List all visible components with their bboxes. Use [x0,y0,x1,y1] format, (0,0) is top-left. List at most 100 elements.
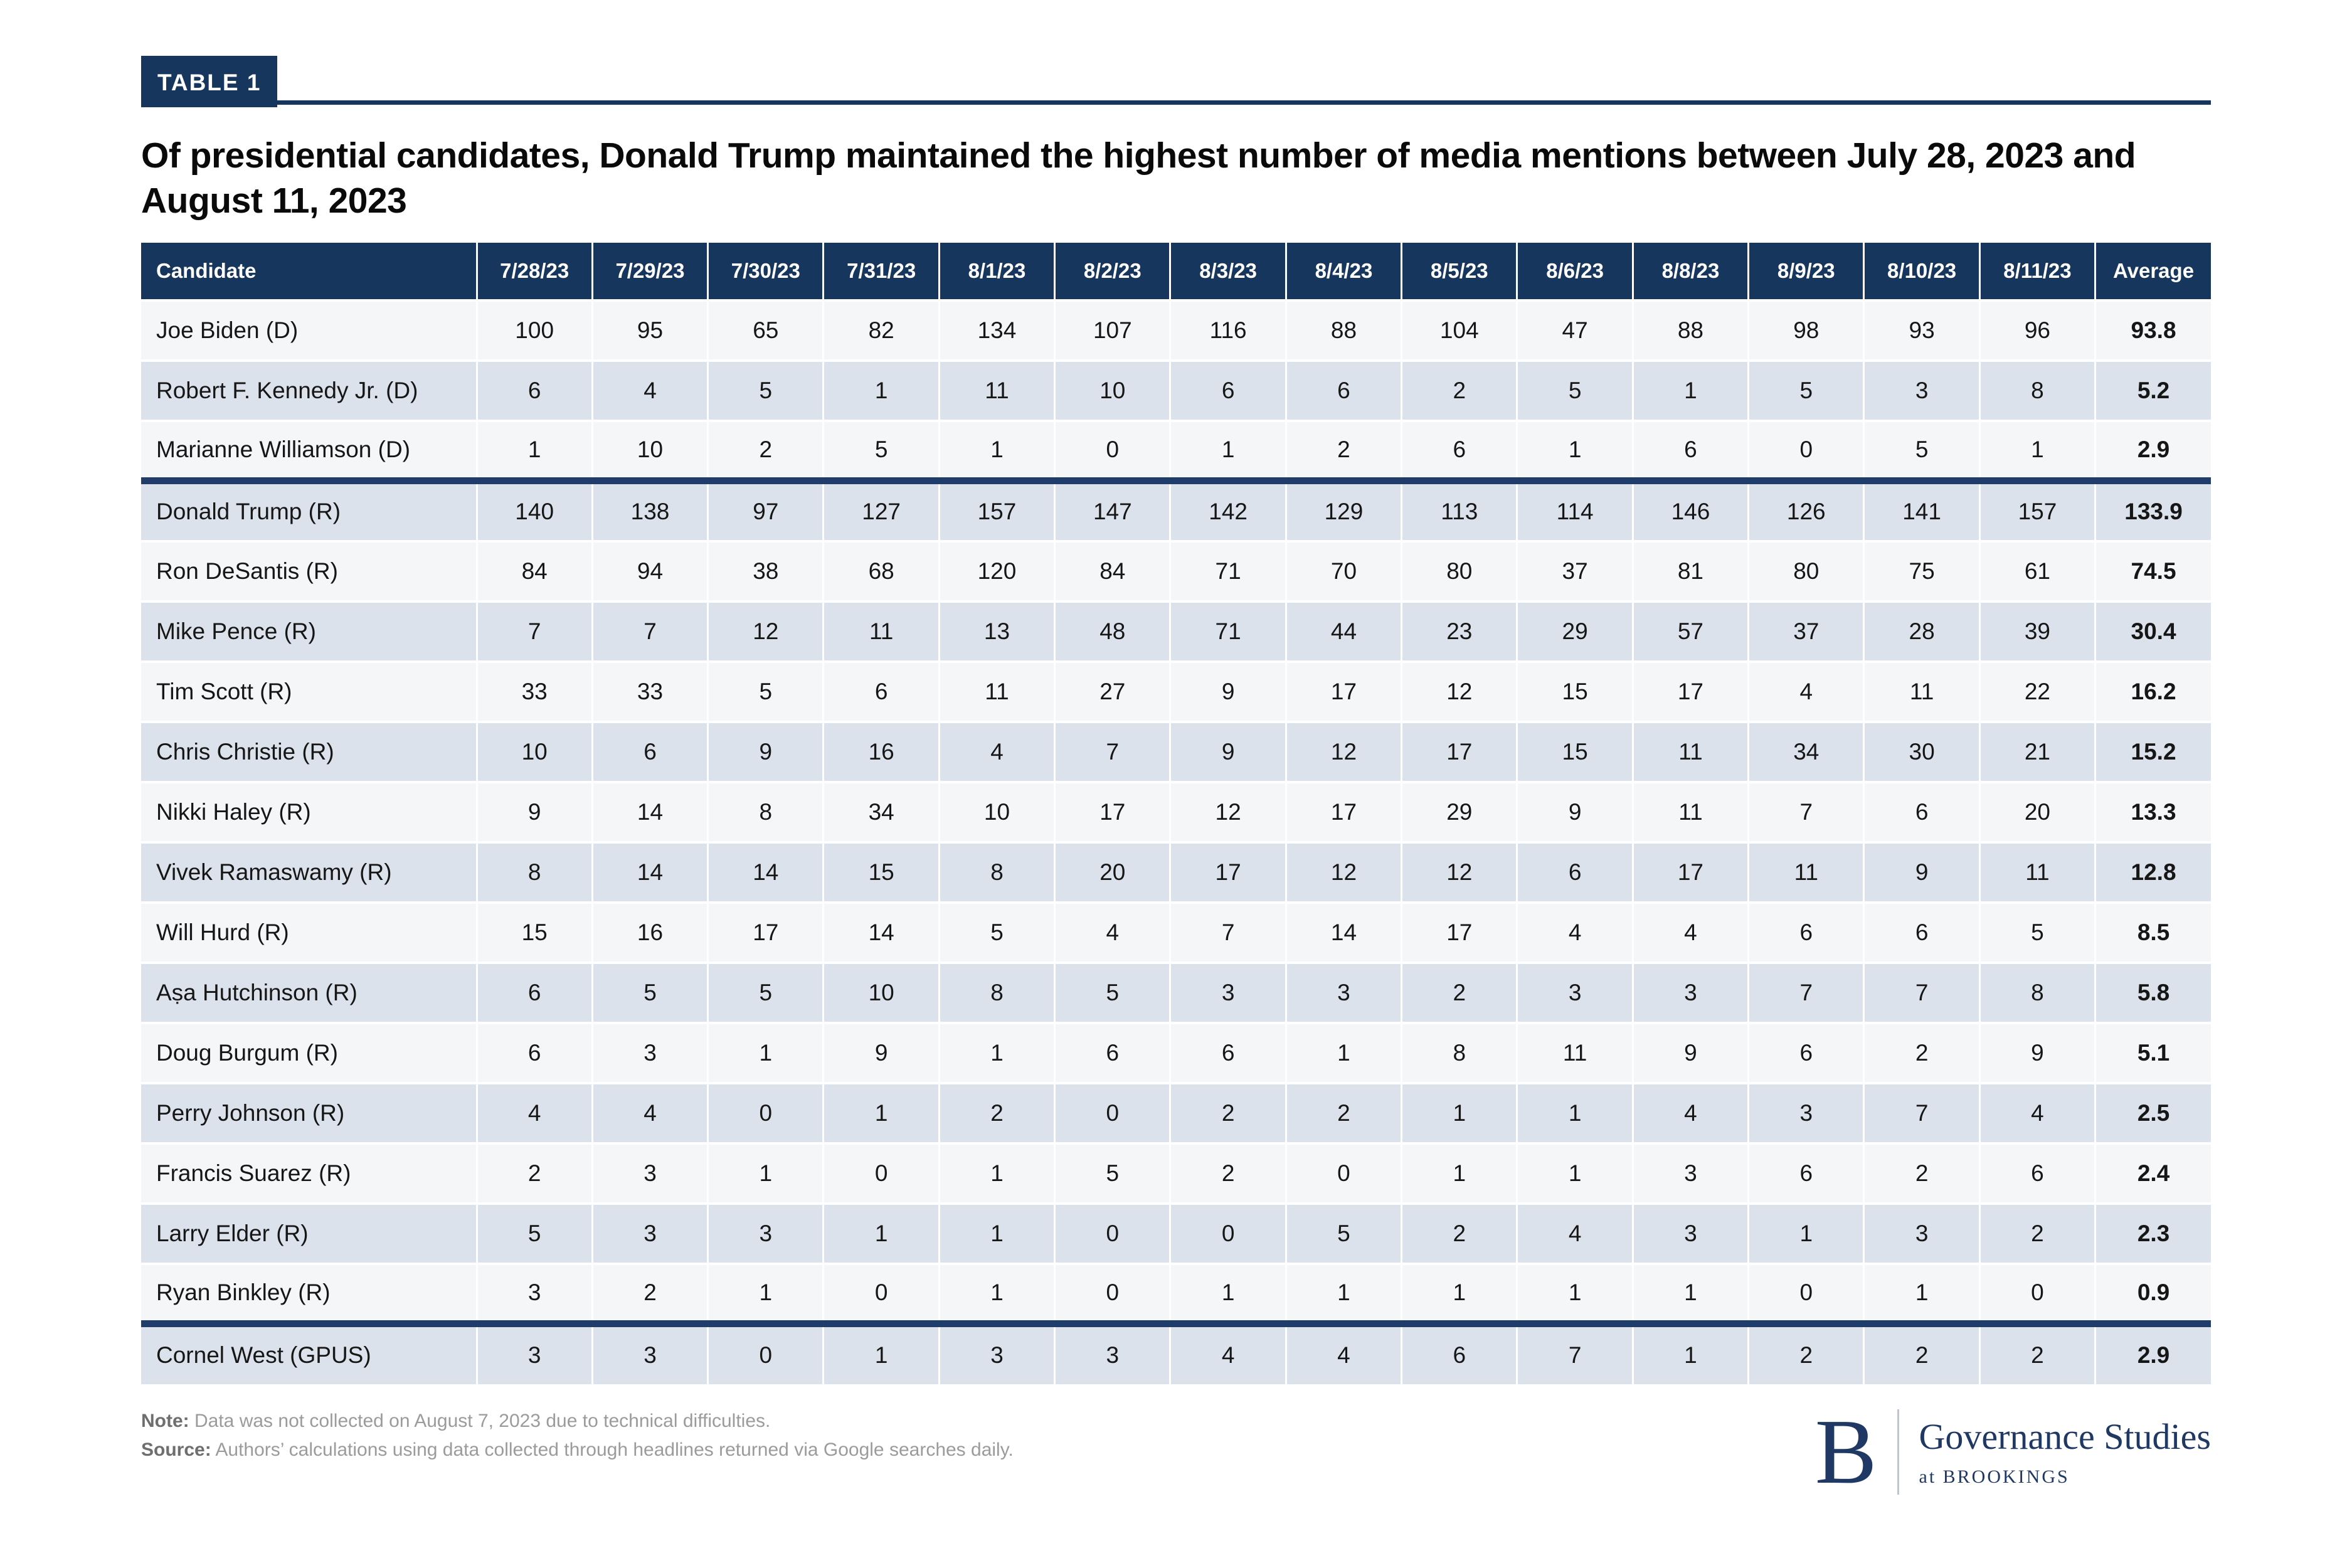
value-cell: 6 [1747,1142,1864,1204]
table-row: Mike Pence (R) 7 7 12 11 13 48 71 44 23 29 57 37 28 39… [141,600,2211,662]
candidate-cell: Aṣa Hutchinson (R) [141,961,477,1023]
value-cell: 2 [1747,1320,1864,1384]
value-cell: 10 [591,419,708,481]
table-row: Doug Burgum (R) 6 3 1 9 1 6 6 1 8 11 9 6 2 9 5.1 [141,1021,2211,1083]
candidate-cell: Donald Trump (R) [141,477,477,541]
column-header: 7/29/23 [591,242,708,302]
source-line: Source: Authors’ calculations using data… [141,1436,1014,1465]
table-header: Candidate 7/28/23 7/29/23 7/30/23 7/31/23 8/1… [141,242,2211,302]
average-cell: 2.9 [2094,1320,2211,1384]
value-cell: 1 [938,1021,1055,1083]
value-cell: 27 [1054,660,1170,722]
value-cell: 94 [591,539,708,601]
value-cell: 0 [1285,1142,1402,1204]
value-cell: 29 [1401,780,1517,842]
value-cell: 10 [475,720,593,782]
value-cell: 9 [1978,1021,2095,1083]
value-cell: 8 [938,961,1055,1023]
logo-sub-name: at BROOKINGS [1919,1466,2070,1488]
value-cell: 5 [938,901,1055,963]
value-cell: 5 [707,961,824,1023]
value-cell: 12 [1285,840,1402,903]
value-cell: 17 [1285,780,1402,842]
candidate-cell: Mike Pence (R) [141,600,477,662]
value-cell: 11 [1863,660,1980,722]
value-cell: 39 [1978,600,2095,662]
value-cell: 9 [707,720,824,782]
logo-text: Governance Studies at BROOKINGS [1919,1409,2211,1495]
table-tag-bar: TABLE 1 [141,53,2211,107]
notes-block: Note: Data was not collected on August 7… [141,1407,1014,1465]
value-cell: 80 [1401,539,1517,601]
value-cell: 34 [822,780,940,842]
value-cell: 11 [822,600,940,662]
value-cell: 140 [475,477,593,541]
value-cell: 1 [1169,419,1286,481]
value-cell: 3 [591,1320,708,1384]
value-cell: 1 [822,1320,940,1384]
value-cell: 4 [1747,660,1864,722]
value-cell: 14 [591,780,708,842]
value-cell: 6 [1169,1021,1286,1083]
value-cell: 3 [938,1320,1055,1384]
value-cell: 7 [475,600,593,662]
value-cell: 127 [822,477,940,541]
candidate-cell: Marianne Williamson (D) [141,419,477,481]
value-cell: 1 [822,1081,940,1143]
candidate-cell: Joe Biden (D) [141,299,477,361]
value-cell: 3 [1631,961,1749,1023]
value-cell: 3 [591,1142,708,1204]
value-cell: 82 [822,299,940,361]
value-cell: 17 [1401,901,1517,963]
value-cell: 1 [1401,1142,1517,1204]
value-cell: 88 [1631,299,1749,361]
table-row: Donald Trump (R) 140 138 97 127 157 147 142 129 1… [141,477,2211,541]
candidate-cell: Cornel West (GPUS) [141,1320,477,1384]
value-cell: 71 [1169,600,1286,662]
value-cell: 75 [1863,539,1980,601]
value-cell: 2 [591,1262,708,1324]
value-cell: 48 [1054,600,1170,662]
candidate-cell: Ron DeSantis (R) [141,539,477,601]
value-cell: 5 [707,660,824,722]
value-cell: 47 [1516,299,1633,361]
value-cell: 70 [1285,539,1402,601]
value-cell: 1 [1631,1320,1749,1384]
value-cell: 4 [1054,901,1170,963]
value-cell: 1 [1631,1262,1749,1324]
value-cell: 5 [1516,359,1633,421]
value-cell: 120 [938,539,1055,601]
table-row: Francis Suarez (R) 2 3 1 0 1 5 2 0 1 1 3 6 2 6 2.4 [141,1142,2211,1204]
value-cell: 2 [938,1081,1055,1143]
value-cell: 147 [1054,477,1170,541]
value-cell: 0 [1747,419,1864,481]
value-cell: 6 [1516,840,1633,903]
source-text: Authors’ calculations using data collect… [215,1439,1014,1461]
column-header: 7/31/23 [822,242,940,302]
value-cell: 61 [1978,539,2095,601]
value-cell: 15 [822,840,940,903]
value-cell: 93 [1863,299,1980,361]
value-cell: 11 [1631,720,1749,782]
value-cell: 6 [1631,419,1749,481]
value-cell: 13 [938,600,1055,662]
value-cell: 11 [1631,780,1749,842]
value-cell: 1 [1747,1202,1864,1264]
brookings-logo: B Governance Studies at BROOKINGS [1815,1406,2211,1498]
value-cell: 17 [1631,660,1749,722]
value-cell: 14 [822,901,940,963]
table-row: Nikki Haley (R) 9 14 8 34 10 17 12 17 29 9 11 7 6 20 13… [141,780,2211,842]
value-cell: 3 [707,1202,824,1264]
value-cell: 71 [1169,539,1286,601]
table-row: Ryan Binkley (R) 3 2 1 0 1 0 1 1 1 1 1 0 1 0 0.9 [141,1262,2211,1324]
logo-divider [1897,1409,1899,1495]
value-cell: 1 [1978,419,2095,481]
value-cell: 12 [707,600,824,662]
value-cell: 4 [1169,1320,1286,1384]
value-cell: 1 [1401,1262,1517,1324]
note-line: Note: Data was not collected on August 7… [141,1407,1014,1436]
value-cell: 6 [1401,1320,1517,1384]
value-cell: 80 [1747,539,1864,601]
value-cell: 1 [822,359,940,421]
